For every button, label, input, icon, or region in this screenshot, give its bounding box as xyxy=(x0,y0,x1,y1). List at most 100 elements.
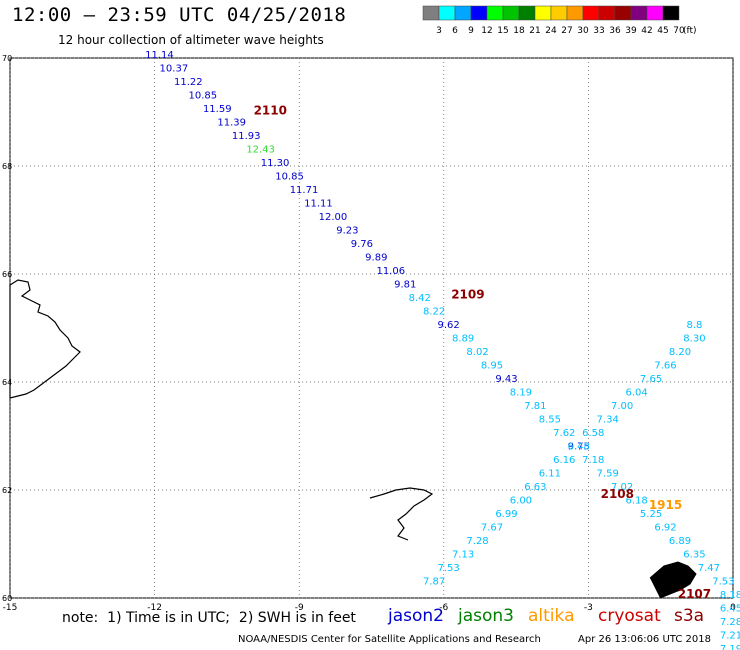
wave-height-label: 8.02 xyxy=(466,347,488,358)
lat-tick-label: 64 xyxy=(2,378,12,387)
wave-height-label: 8.30 xyxy=(683,334,705,345)
wave-height-label: 10.85 xyxy=(275,172,304,183)
legend-label: 3 xyxy=(436,26,442,36)
wave-height-label: 8.55 xyxy=(539,415,561,426)
satellite-jason3: jason3 xyxy=(458,606,514,626)
legend-label: 21 xyxy=(529,26,540,36)
wave-height-label: 12.43 xyxy=(246,145,275,156)
legend-label: 15 xyxy=(497,26,508,36)
lat-tick-label: 66 xyxy=(2,270,12,279)
legend-label: 39 xyxy=(625,26,637,36)
wave-height-label: 7.62 xyxy=(553,428,575,439)
wave-height-label: 11.11 xyxy=(304,199,333,210)
satellite-jason2: jason2 xyxy=(388,606,444,626)
wave-height-label: 8.20 xyxy=(669,347,691,358)
color-legend: 3 6 9 12 15 18 21 24 27 30 33 36 39 42 45 70(ft) xyxy=(422,5,697,36)
wave-height-label: 8.95 xyxy=(481,361,503,372)
lat-tick-label: 62 xyxy=(2,486,12,495)
wave-height-label: 11.30 xyxy=(261,158,290,169)
wave-height-label: 6.35 xyxy=(683,550,705,561)
wave-height-label: 6.58 xyxy=(582,428,604,439)
wave-height-label: 7.19 xyxy=(720,644,740,650)
lon-tick-label: -12 xyxy=(147,603,162,613)
legend-label: 42 xyxy=(641,26,652,36)
footer-timestamp: Apr 26 13:06:06 UTC 2018 xyxy=(578,634,711,645)
wave-height-label: 6.16 xyxy=(553,455,575,466)
wave-height-label: 7.00 xyxy=(611,401,633,412)
legend-swatch xyxy=(662,5,680,21)
track-label: 2110 xyxy=(254,104,287,118)
legend-label: 30 xyxy=(577,26,589,36)
wave-height-label: 9.75 xyxy=(568,442,590,453)
wave-height-label: 11.22 xyxy=(174,77,203,88)
legend-label: 27 xyxy=(561,26,572,36)
lon-tick-label: -15 xyxy=(3,603,18,613)
wave-height-label: 7.81 xyxy=(524,401,546,412)
coastline-faroe-islands xyxy=(369,487,434,541)
wave-height-label: 7.65 xyxy=(640,374,662,385)
wave-height-label: 7.87 xyxy=(423,577,445,588)
wave-height-label: 11.59 xyxy=(203,104,232,115)
wave-height-label: 9.43 xyxy=(495,374,517,385)
lon-tick-label: 0 xyxy=(730,603,736,613)
wave-height-label: 8.19 xyxy=(510,388,532,399)
wave-height-label: 6.18 xyxy=(625,496,647,507)
page-subtitle: 12 hour collection of altimeter wave hei… xyxy=(58,33,324,47)
coastline-iceland xyxy=(9,279,81,399)
wave-height-label: 7.59 xyxy=(597,469,619,480)
wave-height-label: 6.63 xyxy=(524,482,546,493)
wave-height-label: 11.06 xyxy=(376,266,405,277)
legend-label: 45 xyxy=(657,26,668,36)
wave-height-label: 11.93 xyxy=(232,131,261,142)
satellite-altika: altika xyxy=(528,606,575,626)
wave-height-label: 11.14 xyxy=(145,50,174,61)
wave-height-label: 9.89 xyxy=(365,253,387,264)
wave-height-label: 6.99 xyxy=(495,509,517,520)
track-label: 2108 xyxy=(601,487,634,501)
satellite-cryosat: cryosat xyxy=(598,606,661,626)
legend-label: 9 xyxy=(468,26,474,36)
track-label: 2107 xyxy=(678,587,711,601)
coastline-shetland xyxy=(649,561,697,599)
satellite-s3a: s3a xyxy=(674,606,705,626)
wave-height-label: 7.28 xyxy=(466,536,488,547)
wave-height-label: 6.00 xyxy=(510,496,532,507)
lon-tick-label: -3 xyxy=(584,603,593,613)
notes: note: 1) Time is in UTC; 2) SWH is in fe… xyxy=(62,610,356,626)
lon-tick-label: -9 xyxy=(295,603,304,613)
wave-height-label: 6.45 xyxy=(720,604,740,615)
wave-height-label: 10.37 xyxy=(160,64,189,75)
wave-height-label: 11.39 xyxy=(217,118,246,129)
wave-height-label: 9.76 xyxy=(351,239,373,250)
wave-height-label: 8.22 xyxy=(423,307,445,318)
wave-height-label: 7.13 xyxy=(452,550,474,561)
legend-unit: (ft) xyxy=(683,26,697,36)
lon-tick-label: -6 xyxy=(439,603,448,613)
wave-height-label: 9.62 xyxy=(437,320,459,331)
map-frame xyxy=(9,57,734,599)
wave-height-label: 6.04 xyxy=(625,388,647,399)
wave-height-label: 7.21 xyxy=(720,631,740,642)
wave-height-label: 8.18 xyxy=(720,590,740,601)
wave-height-label: 8.8 xyxy=(686,320,702,331)
legend-label: 36 xyxy=(609,26,621,36)
wave-height-label: 7.47 xyxy=(698,563,720,574)
track-label: 1915 xyxy=(649,498,682,512)
lat-tick-label: 60 xyxy=(2,594,12,603)
lat-tick-label: 68 xyxy=(2,162,12,171)
wave-height-label: 10.85 xyxy=(188,91,217,102)
wave-height-label: 6.48 xyxy=(568,442,590,453)
wave-height-label: 8.42 xyxy=(409,293,431,304)
wave-height-label: 7.66 xyxy=(654,361,676,372)
legend-label: 18 xyxy=(513,26,525,36)
wave-height-label: 7.53 xyxy=(437,563,459,574)
track-label: 2109 xyxy=(451,287,484,301)
legend-label: 12 xyxy=(481,26,492,36)
legend-label: 24 xyxy=(545,26,557,36)
wave-height-label: 7.67 xyxy=(481,523,503,534)
wave-height-label: 5.25 xyxy=(640,509,662,520)
wave-height-label: 11.71 xyxy=(290,185,319,196)
wave-height-label: 7.28 xyxy=(720,617,740,628)
wave-height-label: 7.34 xyxy=(597,415,619,426)
